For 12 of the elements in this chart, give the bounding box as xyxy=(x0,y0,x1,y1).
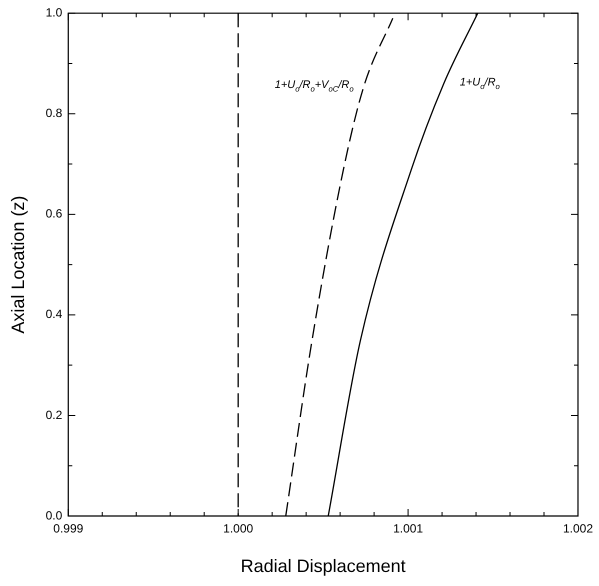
y-tick-label: 0.6 xyxy=(46,206,63,221)
y-axis-title: Axial Location (z) xyxy=(8,196,28,334)
x-axis-title: Radial Displacement xyxy=(240,556,406,576)
y-tick-label: 0.8 xyxy=(46,106,63,120)
x-tick-label: 1.001 xyxy=(393,522,424,536)
x-tick-label: 1.002 xyxy=(562,522,594,536)
x-tick-label: 0.999 xyxy=(53,522,84,536)
y-tick-label: 0.0 xyxy=(46,508,63,522)
y-tick-label: 1.0 xyxy=(46,6,63,20)
text: 1.000 xyxy=(223,522,254,536)
y-tick-label: 0.2 xyxy=(46,408,63,422)
y-tick-label: 0.4 xyxy=(46,307,63,322)
